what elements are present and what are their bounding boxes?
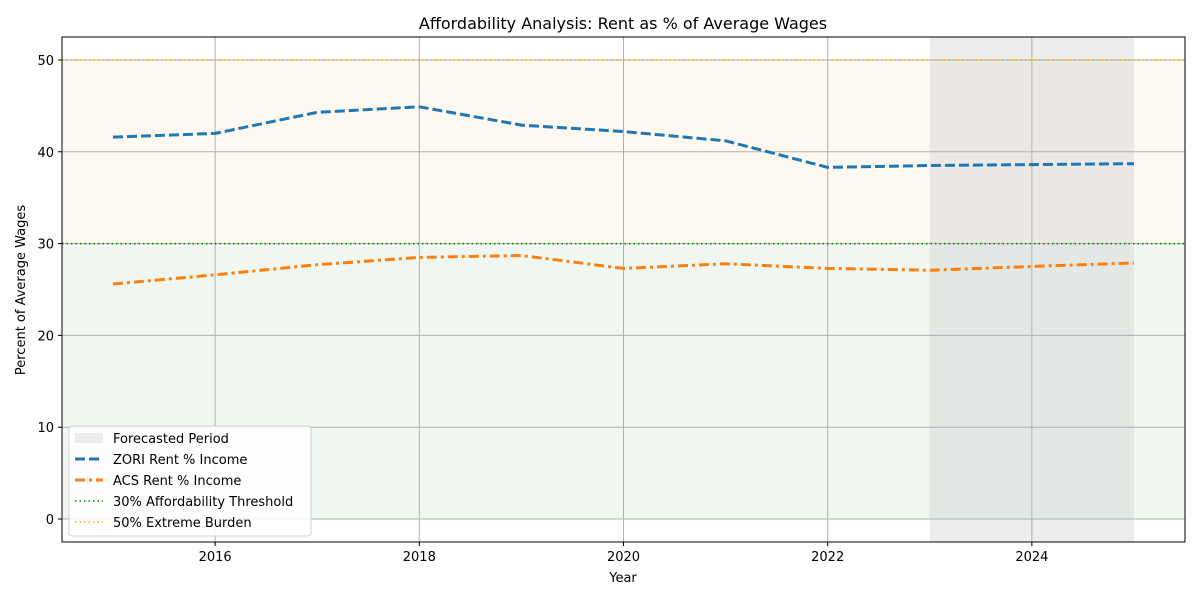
y-tick-label-10: 10 [37,421,54,436]
legend-label-4: 50% Extreme Burden [113,516,252,531]
y-tick-label-0: 0 [46,513,54,528]
legend: Forecasted Period ZORI Rent % Income ACS R… [68,425,312,537]
legend-label-0: Forecasted Period [113,432,229,447]
x-tick-label-2020: 2020 [607,550,640,565]
x-tick-label-2022: 2022 [811,550,844,565]
x-tick-label-2016: 2016 [199,550,232,565]
chart-title: Affordability Analysis: Rent as % of Ave… [419,14,827,33]
y-tick-label-30: 30 [37,238,54,253]
y-axis-label: Percent of Average Wages [14,205,29,375]
legend-label-3: 30% Affordability Threshold [113,495,293,510]
series-lines [112,105,1135,286]
y-tick-label-50: 50 [37,54,54,69]
series-line-0 [112,105,1135,169]
x-tick-label-2018: 2018 [403,550,436,565]
y-tick-label-40: 40 [37,146,54,161]
y-tick-label-20: 20 [37,329,54,344]
x-axis-ticks: 2016 2018 2020 2022 2024 [199,542,1048,565]
x-axis-label: Year [608,571,637,586]
x-tick-label-2024: 2024 [1015,550,1048,565]
legend-label-2: ACS Rent % Income [113,474,241,489]
y-axis-ticks: 0 10 20 30 40 50 [37,54,62,528]
legend-box [68,425,312,537]
legend-label-1: ZORI Rent % Income [113,453,247,468]
series-line-1 [112,254,1135,286]
legend-swatch-0 [75,433,103,443]
grid-lines [62,37,1185,542]
